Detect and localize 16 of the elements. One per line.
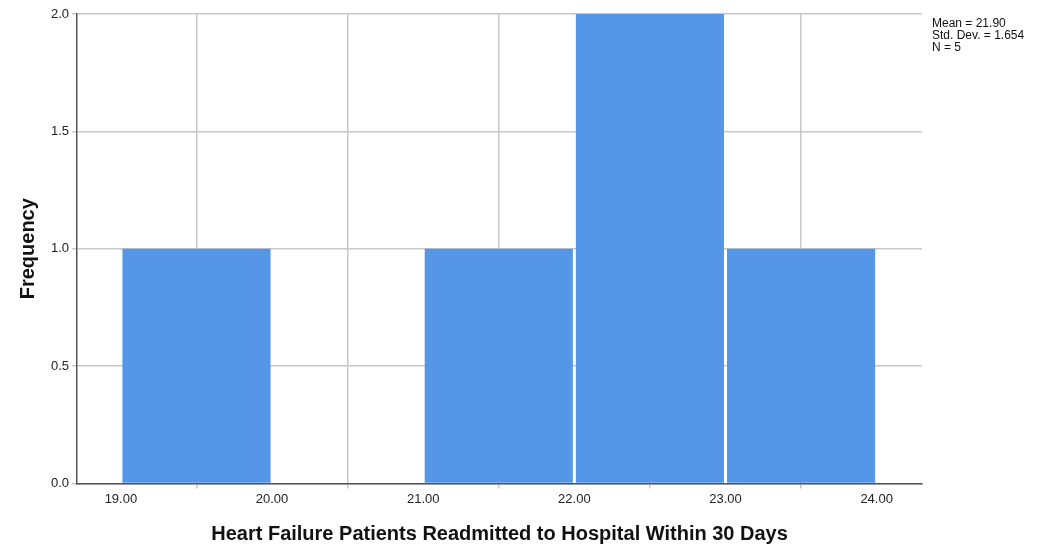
x-tick-label: 23.00: [709, 490, 742, 506]
x-tick-label: 20.00: [255, 490, 289, 506]
x-axis-title: Heart Failure Patients Readmitted to Hospital Within 30 Days: [211, 521, 788, 544]
text: N = 5: [932, 40, 962, 55]
x-tick-label: 21.00: [406, 490, 440, 506]
y-tick-label: 1.0: [50, 240, 70, 256]
y-tick-label: 0.5: [50, 357, 70, 373]
y-axis-title: Frequency: [15, 197, 38, 300]
x-tick-label: 24.00: [860, 490, 893, 506]
text: Mean = 21.90: [932, 16, 1007, 31]
x-tick-label: 19.00: [104, 490, 138, 506]
y-tick-label: 2.0: [50, 5, 70, 21]
y-tick-label: 0.0: [50, 474, 70, 490]
x-tick-label: 22.00: [558, 490, 591, 506]
text: Std. Dev. = 1.654: [932, 28, 1025, 43]
y-tick-label: 1.5: [50, 122, 70, 138]
